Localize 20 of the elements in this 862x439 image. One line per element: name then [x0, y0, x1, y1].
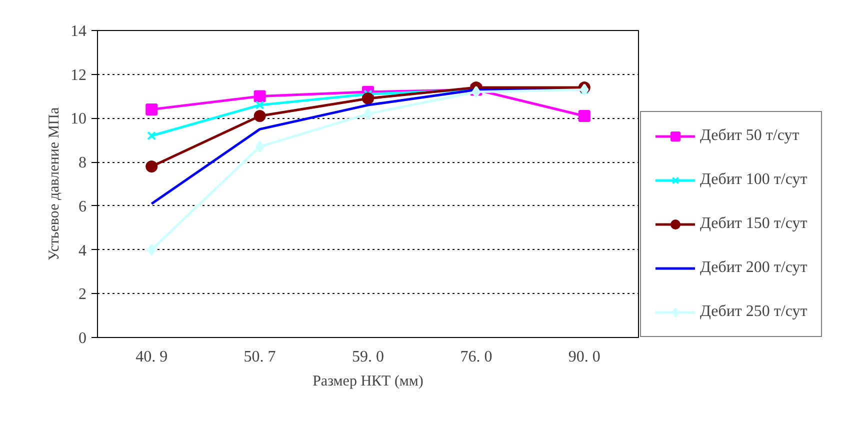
x-tick-label: 59. 0 [352, 348, 384, 366]
legend-label: Дебит 50 т/сут [700, 126, 800, 146]
x-tick-label: 40. 9 [136, 348, 168, 366]
y-tick-label: 10 [70, 110, 86, 128]
y-axis-title: Устьевое давление МПа [46, 107, 62, 261]
legend-label: Дебит 200 т/сут [700, 258, 808, 278]
y-tick-label: 14 [70, 23, 86, 40]
x-tick-label: 90. 0 [568, 348, 600, 366]
y-tick-label: 12 [70, 66, 86, 84]
y-tick-label: 0 [78, 330, 86, 347]
y-tick-label: 6 [78, 198, 86, 216]
y-tick-label: 8 [78, 154, 86, 172]
x-axis-title: Размер НКТ (мм) [312, 374, 424, 390]
legend-label: Дебит 150 т/сут [700, 214, 808, 234]
x-tick-label: 76. 0 [460, 348, 492, 366]
y-tick-label: 4 [78, 242, 86, 260]
legend-label: Дебит 250 т/сут [700, 302, 808, 322]
x-tick-label: 50. 7 [244, 348, 276, 366]
legend-label: Дебит 100 т/сут [700, 170, 808, 190]
y-tick-label: 2 [78, 286, 86, 304]
